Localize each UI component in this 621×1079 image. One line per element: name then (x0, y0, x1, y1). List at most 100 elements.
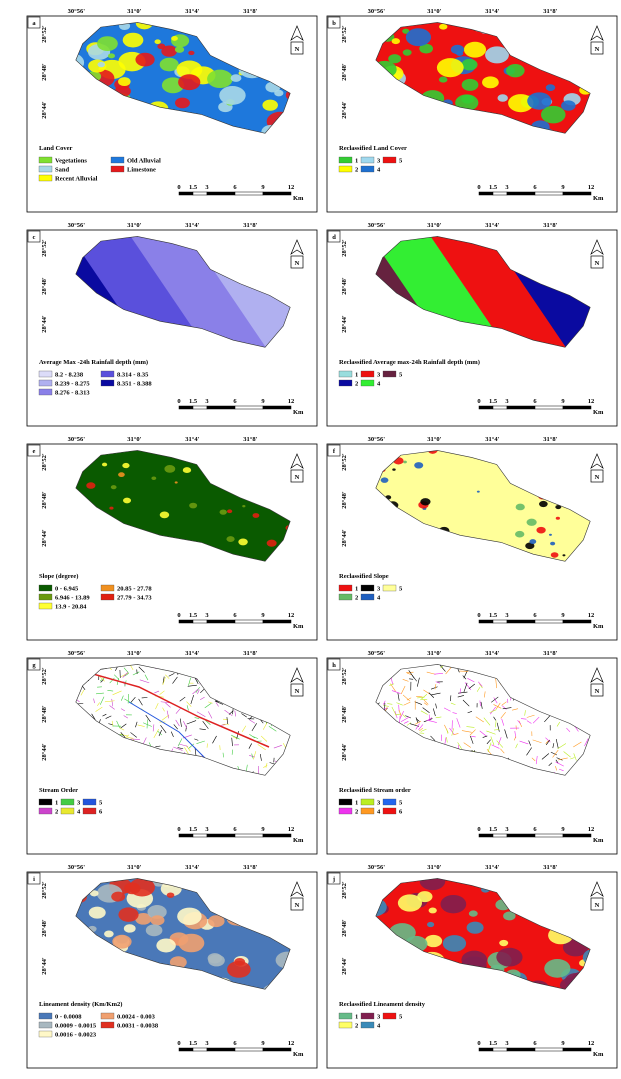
map-patch (231, 74, 242, 82)
legend-swatch (339, 157, 352, 163)
legend-swatch (39, 166, 52, 172)
scale-segment (479, 834, 493, 837)
longitude-label: 30°56' (68, 222, 86, 229)
legend-swatch (101, 1013, 114, 1019)
map-patch (189, 503, 197, 509)
legend-label: 8.351 - 8.388 (117, 381, 152, 388)
scale-label: 12 (288, 398, 295, 405)
legend-swatch (383, 799, 396, 805)
map-panel: e30°56'31°0'31°4'31°8'28°52'28°48'28°44'… (27, 436, 317, 640)
map-patch (451, 45, 464, 54)
longitude-label: 31°4' (185, 650, 199, 657)
scale-segment (179, 406, 193, 409)
legend-swatch (361, 799, 374, 805)
scale-segment (193, 1048, 207, 1051)
map-patch (86, 482, 95, 489)
latitude-label: 28°44' (341, 957, 348, 975)
scale-segment (535, 192, 563, 195)
north-label: N (295, 260, 300, 267)
longitude-label: 31°4' (185, 8, 199, 15)
longitude-label: 30°56' (368, 864, 386, 871)
longitude-label: 31°0' (427, 222, 441, 229)
legend-swatch (101, 371, 114, 377)
north-label: N (295, 688, 300, 695)
legend-title: Reclassified Average max-24h Rainfall de… (339, 359, 480, 366)
map-panel: d30°56'31°0'31°4'31°8'28°52'28°48'28°44'… (309, 222, 621, 426)
legend-label: Vegetations (55, 158, 87, 165)
scale-label: 1.5 (489, 184, 498, 191)
map-patch (527, 519, 537, 526)
map-patch (150, 915, 164, 925)
latitude-label: 28°52' (341, 239, 348, 257)
legend-swatch (39, 371, 52, 377)
longitude-label: 31°0' (427, 864, 441, 871)
legend-label: 8.276 - 8.313 (55, 390, 90, 397)
legend-swatch (361, 1022, 374, 1028)
map-patch (515, 531, 524, 538)
legend-swatch (339, 371, 352, 377)
map-patch (546, 84, 555, 91)
scale-label: 0 (177, 826, 180, 833)
map-patch (464, 42, 486, 58)
legend-swatch (39, 1022, 52, 1028)
map-panel: b30°56'31°0'31°4'31°8'28°52'28°48'28°44'… (327, 8, 617, 212)
scale-segment (235, 406, 263, 409)
legend-swatch (339, 585, 352, 591)
legend-swatch (339, 799, 352, 805)
map-patch (536, 527, 545, 534)
map-patch (111, 892, 125, 902)
scale-segment (235, 1048, 263, 1051)
legend-swatch (111, 166, 124, 172)
map-patch (439, 77, 448, 83)
map-patch (516, 504, 525, 511)
map-patch (175, 481, 178, 483)
legend-swatch (339, 594, 352, 600)
map-patch (104, 930, 114, 937)
latitude-label: 28°48' (41, 919, 48, 937)
panel-letter: c (33, 234, 36, 241)
scale-label: 0 (177, 184, 180, 191)
map-patch (102, 463, 107, 467)
legend-swatch (83, 808, 96, 814)
latitude-label: 28°44' (41, 315, 48, 333)
map-patch (550, 542, 555, 546)
scale-segment (507, 192, 535, 195)
legend-title: Slope (degree) (39, 573, 78, 580)
map-patch (118, 472, 125, 477)
legend-label: 8.2 - 8.238 (55, 372, 84, 379)
longitude-label: 31°8' (243, 8, 257, 15)
longitude-label: 31°0' (127, 650, 141, 657)
scale-segment (263, 1048, 291, 1051)
latitude-label: 28°52' (41, 881, 48, 899)
map-patch (97, 62, 105, 67)
scale-unit: Km (593, 409, 604, 416)
legend-swatch (361, 157, 374, 163)
latitude-label: 28°48' (341, 277, 348, 295)
legend-swatch (361, 594, 374, 600)
legend-swatch (39, 389, 52, 395)
map-patch (562, 554, 565, 556)
legend-label: 0 - 6.945 (55, 586, 79, 593)
latitude-label: 28°48' (41, 705, 48, 723)
latitude-label: 28°52' (41, 25, 48, 43)
legend-swatch (61, 799, 74, 805)
legend-label: Limestone (127, 167, 156, 174)
legend-title: Reclassified Lineament density (339, 1001, 426, 1008)
longitude-label: 31°8' (543, 222, 557, 229)
map-patch (242, 505, 245, 507)
scale-segment (193, 406, 207, 409)
scale-segment (207, 406, 235, 409)
map-patch (274, 90, 283, 97)
legend-swatch (101, 585, 114, 591)
longitude-label: 31°0' (127, 436, 141, 443)
scale-segment (193, 620, 207, 623)
scale-segment (207, 620, 235, 623)
map-patch (403, 49, 412, 55)
scale-label: 12 (288, 612, 295, 619)
map-panel: j30°56'31°0'31°4'31°8'28°52'28°48'28°44'… (327, 864, 617, 1068)
legend-label: 2 (355, 167, 358, 174)
longitude-label: 31°4' (185, 436, 199, 443)
scale-label: 1.5 (489, 612, 498, 619)
map-patch (157, 44, 165, 50)
legend-swatch (339, 1013, 352, 1019)
